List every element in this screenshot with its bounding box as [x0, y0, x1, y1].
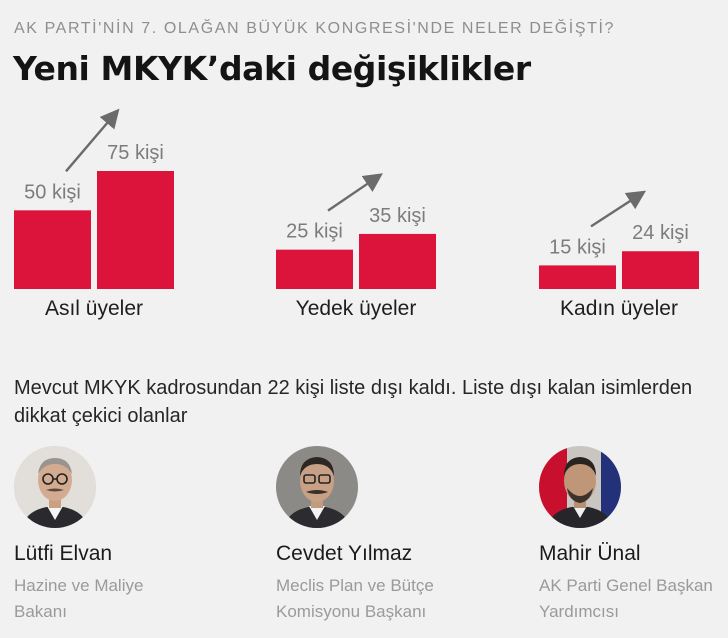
data-label: 75 kişi — [107, 142, 164, 164]
arrow-icon — [65, 108, 120, 173]
data-label: 24 kişi — [632, 222, 689, 244]
person-role: Meclis Plan ve Bütçe Komisyonu Başkanı — [276, 576, 434, 621]
person-card: Cevdet Yılmaz Meclis Plan ve Bütçe Komis… — [276, 446, 516, 625]
page-title: Yeni MKYK’daki değişiklikler — [13, 49, 531, 88]
person-role: Hazine ve Maliye Bakanı — [14, 576, 144, 621]
person-role: AK Parti Genel Başkan Yardımcısı — [539, 576, 713, 621]
bar — [276, 249, 353, 289]
person-name: Cevdet Yılmaz — [276, 542, 413, 565]
data-label: 15 kişi — [549, 236, 606, 258]
category-label: Asıl üyeler — [45, 297, 143, 320]
bar — [539, 265, 616, 289]
data-label: 50 kişi — [24, 181, 81, 203]
person-name: Lütfi Elvan — [14, 542, 113, 565]
bar — [97, 171, 174, 289]
bar — [359, 233, 436, 289]
category-label: Kadın üyeler — [560, 297, 678, 320]
bar — [622, 251, 699, 289]
person-card: Mahir Ünal AK Parti Genel Başkan Yardımc… — [539, 446, 728, 625]
category-label: Yedek üyeler — [296, 297, 417, 320]
portrait-icon — [539, 446, 621, 528]
data-label: 25 kişi — [286, 221, 343, 243]
intro-text: Mevcut MKYK kadrosundan 22 kişi liste dı… — [14, 377, 693, 427]
bar-chart: 50 kişi 75 kişi Asıl üyeler 25 kişi 35 kişi Y… — [14, 108, 699, 320]
arrow-icon — [590, 190, 647, 228]
arrow-icon — [327, 173, 383, 212]
person-card: Lütfi Elvan Hazine ve Maliye Bakanı — [14, 446, 254, 625]
bar — [14, 210, 91, 289]
portrait-icon — [14, 446, 96, 528]
kicker: AK PARTİ'NİN 7. OLAĞAN BÜYÜK KONGRESİ'ND… — [14, 20, 616, 37]
data-label: 35 kişi — [369, 205, 426, 227]
person-name: Mahir Ünal — [539, 542, 641, 565]
portrait-icon — [276, 446, 358, 528]
